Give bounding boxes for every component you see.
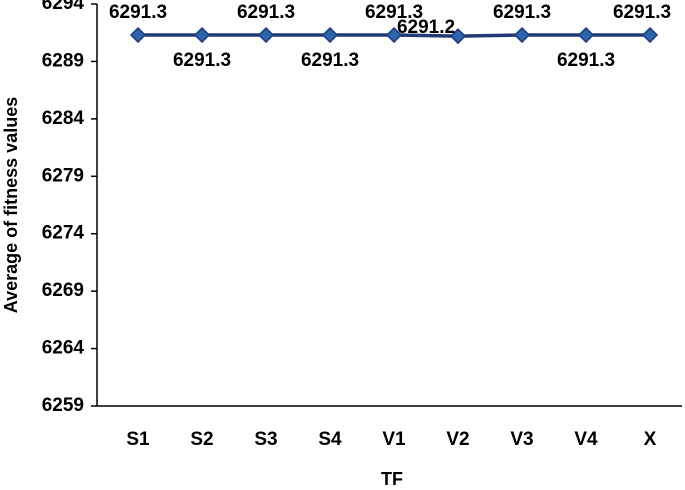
x-axis-title: TF — [381, 469, 403, 489]
data-label: 6291.3 — [301, 50, 359, 71]
x-tick-label: S3 — [254, 429, 277, 450]
marker — [449, 28, 467, 45]
marker — [321, 26, 339, 44]
y-tick-label: 6264 — [42, 338, 85, 359]
data-label: 6291.2 — [397, 17, 455, 38]
data-label: 6291.3 — [493, 2, 551, 23]
x-tick-label: S2 — [190, 429, 213, 450]
data-label: 6291.3 — [557, 50, 615, 71]
x-tick-label: V1 — [382, 429, 406, 450]
x-tick-label: S1 — [126, 429, 150, 450]
x-tick-label: X — [644, 429, 657, 450]
x-tick-label: S4 — [318, 429, 342, 450]
marker — [193, 26, 211, 44]
data-label: 6291.3 — [237, 2, 295, 23]
marker — [577, 26, 595, 44]
data-label: 6291.3 — [109, 2, 167, 23]
x-tick-label: V4 — [574, 429, 598, 450]
marker — [129, 26, 147, 44]
data-label: 6291.3 — [173, 50, 231, 71]
x-tick-label: V2 — [446, 429, 469, 450]
y-tick-label: 6294 — [42, 0, 85, 14]
y-tick-label: 6284 — [42, 108, 85, 129]
y-tick-label: 6279 — [42, 165, 84, 186]
y-tick-label: 6259 — [42, 395, 84, 416]
y-tick-label: 6289 — [42, 50, 84, 71]
y-tick-label: 6274 — [42, 223, 85, 244]
data-label: 6291.3 — [613, 2, 671, 23]
x-tick-label: V3 — [510, 429, 533, 450]
marker — [641, 26, 659, 44]
y-tick-label: 6269 — [42, 280, 84, 301]
marker — [513, 26, 531, 44]
marker — [257, 26, 275, 44]
marker — [385, 26, 403, 44]
y-axis-title: Average of fitness values — [1, 97, 21, 313]
data-label: 6291.3 — [365, 2, 423, 23]
